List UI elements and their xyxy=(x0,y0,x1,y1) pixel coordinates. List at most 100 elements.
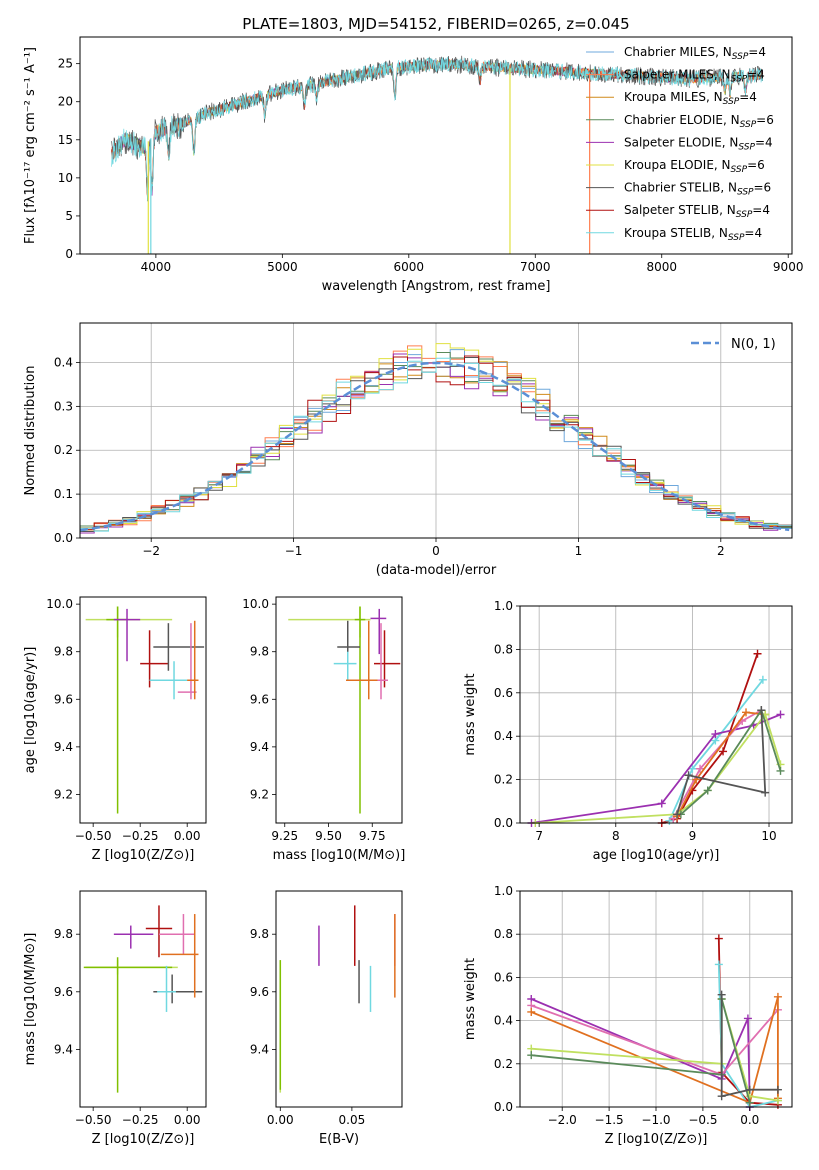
age-vs-metallicity-panel: −0.50 −0.25 0.00 9.2 9.4 9.6 9.8 10.0 Z [log10(Z… xyxy=(23,596,207,863)
spectrum-panel: 4000 5000 6000 7000 8000 9000 0 5 10 15 20 25 wavele… xyxy=(23,36,804,294)
plus-marker xyxy=(773,1096,782,1105)
x-tick-label: 10 xyxy=(761,829,776,843)
y-tick-label: 1.0 xyxy=(494,884,513,898)
y-tick-label: 9.8 xyxy=(54,927,73,941)
y-tick-label: 0.2 xyxy=(494,773,513,787)
x-tick-label: 0.0 xyxy=(740,1113,759,1127)
x-axis-label: Z [log10(Z/Z⊙)] xyxy=(92,848,195,863)
y-tick-label: 0.4 xyxy=(494,729,513,743)
y-tick-label: 9.8 xyxy=(250,927,269,941)
legend-label: Chabrier STELIB, NSSP=6 xyxy=(624,181,771,198)
data-point xyxy=(113,925,154,949)
data-point xyxy=(288,606,371,638)
y-tick-label: 0.6 xyxy=(494,686,513,700)
x-tick-label: 9.25 xyxy=(271,829,298,843)
plus-marker xyxy=(753,649,762,658)
y-tick-label: 0.8 xyxy=(494,927,513,941)
y-tick-label: 1.0 xyxy=(494,599,513,613)
weight-series xyxy=(527,710,785,827)
legend-sub: SSP xyxy=(737,188,754,198)
y-tick-label: 0.3 xyxy=(54,399,73,413)
y-tick-label: 25 xyxy=(58,57,73,71)
y-tick-label: 0.1 xyxy=(54,487,73,501)
data-point xyxy=(158,914,195,955)
legend-text: Chabrier MILES, N xyxy=(624,45,732,59)
y-tick-label: 9.4 xyxy=(250,1042,269,1056)
legend-sub: SSP xyxy=(736,210,753,220)
x-axis-label: Z [log10(Z/Z⊙)] xyxy=(92,1132,195,1147)
weight-series xyxy=(657,649,762,827)
plus-marker xyxy=(743,1014,752,1023)
y-tick-label: 0.0 xyxy=(494,1100,513,1114)
data-point xyxy=(177,623,197,700)
legend-text: Salpeter STELIB, N xyxy=(624,203,736,217)
x-tick-label: 0.00 xyxy=(174,829,201,843)
mass-vs-ebv-panel: 0.00 0.05 9.4 9.6 9.8 E(B-V) xyxy=(250,890,403,1147)
x-tick-label: −1.0 xyxy=(641,1113,670,1127)
x-tick-label: 0.00 xyxy=(174,1113,201,1127)
y-axis-label: age [log10(age/yr)] xyxy=(23,647,38,774)
plus-marker xyxy=(745,1098,754,1107)
spectrum-lines xyxy=(111,55,764,254)
legend-sub: SSP xyxy=(728,233,745,243)
axes-frame xyxy=(79,596,207,824)
y-axis-label: Flux [fλ10⁻¹⁷ erg cm⁻² s⁻¹ A⁻¹] xyxy=(23,47,38,244)
x-tick-label: −0.5 xyxy=(688,1113,717,1127)
plus-marker xyxy=(742,708,751,717)
x-tick-label: 0.05 xyxy=(339,1113,366,1127)
y-tick-label: 0.0 xyxy=(54,531,73,545)
y-tick-label: 15 xyxy=(58,133,73,147)
data-point xyxy=(157,965,176,1012)
y-tick-label: 9.8 xyxy=(54,645,73,659)
y-tick-label: 9.2 xyxy=(54,787,73,801)
x-axis-label: Z [log10(Z/Z⊙)] xyxy=(605,1132,708,1147)
axes-frame xyxy=(519,605,793,824)
plus-marker xyxy=(773,992,782,1001)
plus-marker xyxy=(711,730,720,739)
legend-sub: SSP xyxy=(731,75,748,85)
plus-marker xyxy=(757,706,766,715)
data-point xyxy=(374,630,401,688)
y-tick-label: 10.0 xyxy=(242,597,269,611)
x-tick-label: 9000 xyxy=(773,260,804,274)
y-axis-label: mass [log10(M/M⊙)] xyxy=(23,933,38,1066)
plus-marker xyxy=(717,1092,726,1101)
plus-marker xyxy=(688,764,697,773)
plus-marker xyxy=(773,1085,782,1094)
x-axis-label: wavelength [Angstrom, rest frame] xyxy=(322,279,551,294)
y-tick-label: 9.4 xyxy=(54,1042,73,1056)
plus-marker xyxy=(657,799,666,808)
y-tick-label: 9.6 xyxy=(54,985,73,999)
legend-text: Chabrier STELIB, N xyxy=(624,181,737,195)
plus-marker xyxy=(776,710,785,719)
histograms xyxy=(80,343,792,536)
data-point xyxy=(113,608,141,662)
x-tick-label: 5000 xyxy=(267,260,298,274)
legend-label: N(0, 1) xyxy=(731,337,776,352)
x-tick-label: 9 xyxy=(689,829,697,843)
x-tick-label: −0.25 xyxy=(122,1113,159,1127)
legend-label: Salpeter ELODIE, NSSP=4 xyxy=(624,135,773,152)
plus-marker xyxy=(758,675,767,684)
weight-line xyxy=(530,998,751,1108)
x-tick-label: −0.50 xyxy=(75,829,112,843)
x-tick-label: 7000 xyxy=(520,260,551,274)
y-tick-label: 9.2 xyxy=(250,787,269,801)
y-tick-label: 9.6 xyxy=(250,985,269,999)
legend-sub: SSP xyxy=(723,97,740,107)
legend-text: Salpeter MILES, N xyxy=(624,68,731,82)
legend-val: =4 xyxy=(747,68,765,82)
y-tick-label: 9.6 xyxy=(250,692,269,706)
data-point xyxy=(346,620,378,700)
x-tick-label: 0.00 xyxy=(267,1113,294,1127)
legend-sub: SSP xyxy=(731,165,748,175)
x-axis-label: E(B-V) xyxy=(319,1132,359,1147)
x-tick-label: 8000 xyxy=(646,260,677,274)
y-tick-label: 5 xyxy=(65,209,73,223)
legend-val: =6 xyxy=(747,158,765,172)
plus-marker xyxy=(527,1051,536,1060)
data-point xyxy=(83,957,173,1093)
legend-val: =4 xyxy=(739,90,757,104)
weight-line xyxy=(531,713,781,824)
legend-text: Kroupa ELODIE, N xyxy=(624,158,731,172)
